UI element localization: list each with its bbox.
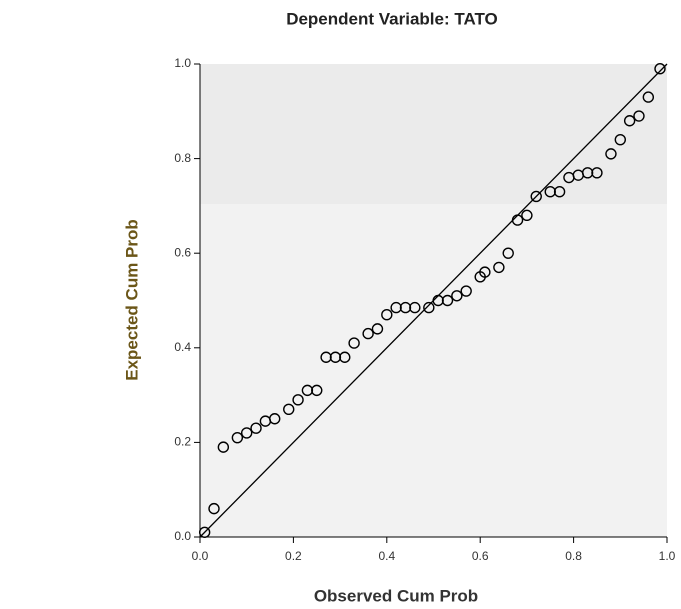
point <box>441 294 454 307</box>
y-tick-label: 1.0 <box>174 56 191 70</box>
point <box>521 209 533 222</box>
point <box>460 285 472 297</box>
point <box>269 413 281 425</box>
point <box>217 441 230 453</box>
point <box>479 266 491 278</box>
plot-shade <box>200 64 667 204</box>
point <box>654 63 666 75</box>
point <box>231 431 244 444</box>
y-tick-label: 0.6 <box>174 245 191 259</box>
point <box>633 110 645 122</box>
point <box>553 186 566 198</box>
point <box>511 214 524 226</box>
y-tick-label: 0.0 <box>174 529 191 543</box>
x-tick-label: 0.4 <box>378 549 395 563</box>
point <box>502 247 514 259</box>
x-axis-label: Observed Cum Prob <box>314 586 478 605</box>
point <box>348 337 360 349</box>
y-tick-label: 0.2 <box>174 435 191 449</box>
point <box>381 308 393 321</box>
point <box>493 261 505 274</box>
point <box>311 384 323 397</box>
x-tick-label: 0.6 <box>472 549 489 563</box>
point <box>198 526 211 538</box>
point <box>283 403 295 415</box>
point <box>292 394 304 406</box>
point <box>339 351 351 363</box>
y-tick-label: 0.8 <box>174 151 191 165</box>
point <box>250 422 262 434</box>
point <box>530 190 542 203</box>
point <box>240 427 253 439</box>
point <box>362 327 374 340</box>
y-axis-label: Expected Cum Prob <box>122 219 141 381</box>
x-tick-label: 0.2 <box>285 549 302 563</box>
point <box>409 301 421 314</box>
point <box>614 133 626 146</box>
point <box>605 148 617 160</box>
point <box>591 167 603 179</box>
point <box>208 502 220 515</box>
point <box>423 301 435 314</box>
x-tick-label: 0.0 <box>192 549 209 563</box>
x-tick-label: 1.0 <box>659 549 676 563</box>
point <box>642 91 655 103</box>
point <box>623 115 636 127</box>
point <box>451 290 463 302</box>
x-tick-label: 0.8 <box>565 549 582 563</box>
y-tick-label: 0.4 <box>174 340 191 354</box>
point <box>371 323 384 335</box>
chart-title: Dependent Variable: TATO <box>286 9 498 28</box>
